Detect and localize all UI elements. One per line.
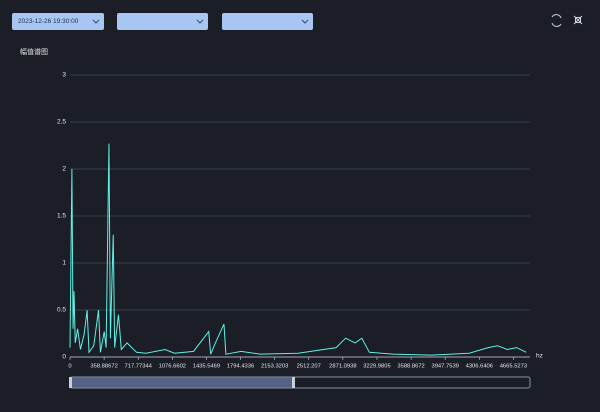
zoom-slider[interactable] — [69, 376, 531, 389]
y-tick-label: 0 — [62, 354, 66, 361]
y-tick-label: 2.5 — [57, 119, 66, 126]
spectrum-line — [69, 143, 527, 356]
y-tick-label: 0.5 — [57, 307, 66, 314]
x-tick-label: 4306.6406 — [466, 364, 493, 370]
x-tick-label: 3588.8672 — [397, 364, 424, 370]
x-tick-label: 2153.3203 — [261, 364, 288, 370]
y-tick-label: 1 — [62, 260, 66, 267]
channel-select[interactable] — [222, 13, 313, 30]
x-tick-label: 2871.0938 — [329, 364, 356, 370]
x-tick-label: 4665.5273 — [500, 364, 527, 370]
x-tick-label: 3947.7539 — [431, 364, 458, 370]
time-value: 2023-12-26 19:30:00 — [18, 18, 79, 25]
x-tick-label: 358.88672 — [90, 364, 117, 370]
y-tick-label: 1.5 — [57, 213, 66, 220]
chart-title: 幅值谱图 — [20, 47, 48, 56]
x-tick-label: 1435.5469 — [193, 364, 220, 370]
x-tick-label: 717.77344 — [125, 364, 153, 370]
x-axis-label: hz — [536, 353, 543, 360]
device-select[interactable] — [117, 13, 208, 30]
y-tick-label: 3 — [62, 72, 66, 79]
x-tick-label: 1794.4336 — [227, 364, 254, 370]
reset-zoom-icon[interactable] — [573, 15, 583, 25]
refresh-icon[interactable] — [551, 14, 562, 27]
time-select[interactable]: 2023-12-26 19:30:00 — [12, 13, 104, 30]
x-tick-label: 1076.6602 — [159, 364, 186, 370]
x-tick-label: 3229.9805 — [363, 364, 390, 370]
x-tick-label: 0 — [68, 364, 71, 370]
x-tick-label: 2512.207 — [297, 364, 321, 370]
y-tick-label: 2 — [62, 166, 66, 173]
